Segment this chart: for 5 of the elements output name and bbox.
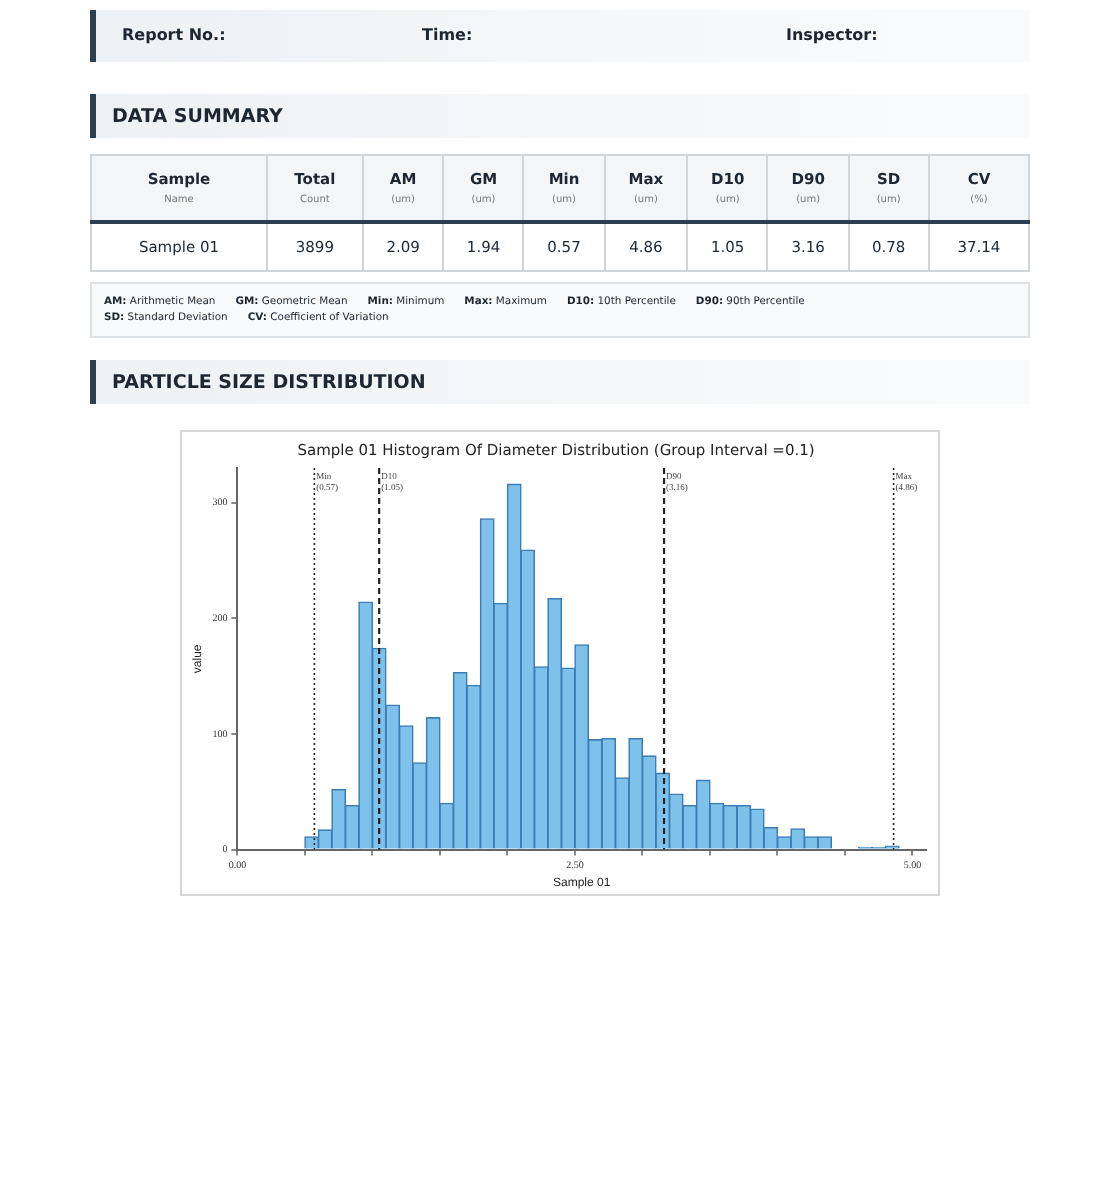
text: Inspector: bbox=[786, 26, 878, 44]
text: Report No.: bbox=[122, 26, 226, 44]
text: DATA SUMMARY bbox=[90, 94, 1030, 138]
text: PARTICLE SIZE DISTRIBUTION bbox=[90, 360, 1030, 404]
text: Time: bbox=[422, 26, 473, 44]
